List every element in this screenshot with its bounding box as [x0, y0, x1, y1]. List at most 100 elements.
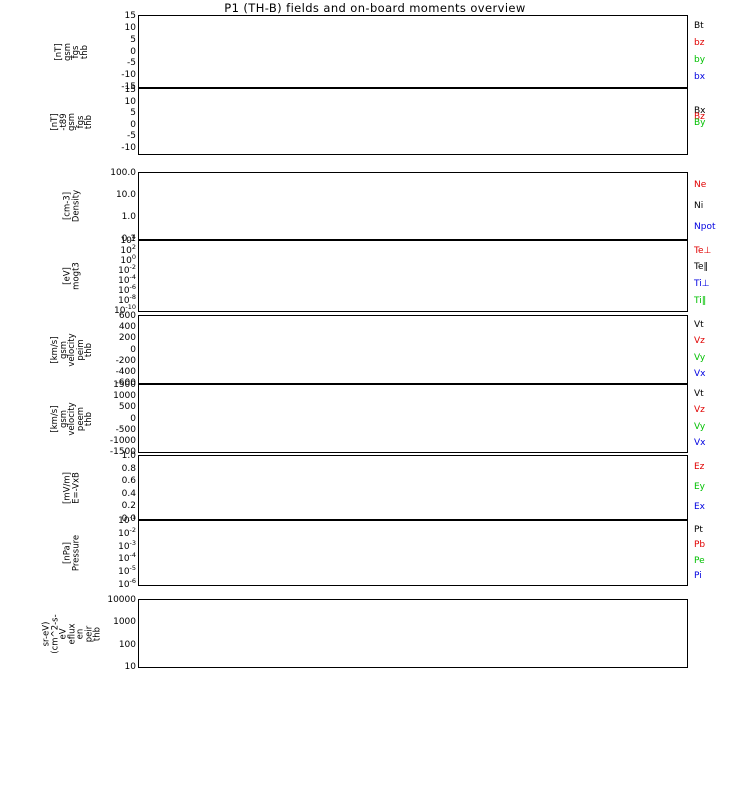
ytick-efield: 0.2 — [121, 501, 136, 512]
ytick-fgs-gsm: -15 — [121, 82, 136, 92]
panel-canvas-pressure — [139, 521, 687, 585]
legend-peem-velocity-vy: Vy — [694, 421, 706, 432]
ytick-fgs-gsm-t89: -10 — [121, 142, 136, 153]
legend-density-ne: Ne — [694, 179, 707, 190]
ytick-fgs-gsm-t89: 10 — [124, 96, 136, 107]
legend-pressure-pi: Pi — [694, 571, 702, 582]
panel-efield — [138, 455, 688, 520]
ylabel-line: Pressure — [71, 534, 81, 572]
legend-efield-ez: Ez — [694, 462, 705, 473]
ytick-peem-velocity: 1000 — [113, 391, 136, 402]
ytick-peim-velocity: -200 — [115, 355, 136, 366]
legend-peim-velocity-vt: Vt — [694, 320, 704, 331]
ytick-temperature: 10-4 — [118, 273, 136, 286]
panel-peir-spectrogram — [138, 599, 688, 668]
ytick-temperature: 10-6 — [118, 283, 136, 296]
ytick-peem-velocity: 0 — [130, 413, 136, 424]
legend-fgs-gsm-by: by — [694, 55, 706, 65]
ytick-pressure: 10-4 — [118, 551, 136, 565]
panel-canvas-peim-velocity — [139, 316, 687, 383]
panel-fgs-gsm — [138, 15, 688, 88]
ytick-fgs-gsm-t89: 15 — [124, 85, 136, 95]
ytick-peem-velocity: -1000 — [109, 435, 136, 446]
panel-canvas-fgs-gsm-t89 — [139, 89, 687, 154]
ytick-peem-velocity: -1500 — [109, 447, 136, 457]
ytick-peir-spectrogram: 1000 — [113, 617, 136, 628]
legend-pressure-pt: Pt — [694, 524, 703, 535]
ytick-density: 100.0 — [110, 168, 136, 178]
legend-peim-velocity-vx: Vx — [694, 368, 706, 379]
ylabel-efield: [mV/m] E=-VxB — [63, 471, 82, 504]
ytick-density: 1.0 — [121, 212, 136, 222]
panel-canvas-peir-spectrogram — [139, 600, 687, 667]
legend-peem-velocity-vt: Vt — [694, 389, 704, 400]
ytick-temperature: 10-2 — [118, 263, 136, 276]
legend-peim-velocity-vy: Vy — [694, 352, 706, 363]
ylabel-line: Density — [71, 189, 81, 223]
ytick-peir-spectrogram: 10000 — [107, 595, 136, 605]
legend-fgs-gsm-t89-by: By — [694, 118, 706, 128]
legend-fgs-gsm-t89-bx: Bx — [694, 106, 706, 116]
legend-fgs-gsm-t89-bz: Bz — [694, 112, 705, 122]
panel-fgs-gsm-t89 — [138, 88, 688, 155]
panel-canvas-fgs-gsm — [139, 16, 687, 87]
ytick-efield: 0.0 — [121, 514, 136, 524]
ytick-efield: 0.8 — [121, 463, 136, 474]
legend-pressure-pe: Pe — [694, 555, 705, 566]
panel-canvas-efield — [139, 456, 687, 519]
legend-temperature-te‖: Te‖ — [694, 262, 709, 273]
ytick-temperature: 100 — [120, 253, 136, 266]
panel-pressure — [138, 520, 688, 586]
legend-fgs-gsm-bz: bz — [694, 37, 705, 48]
ylabel-peim-velocity: [km/s] gsm velocity peim thb — [50, 333, 94, 366]
legend-peem-velocity-vx: Vx — [694, 437, 706, 448]
legend-pressure-pb: Pb — [694, 540, 706, 551]
panel-temperature — [138, 240, 688, 312]
ytick-pressure: 10-2 — [118, 525, 136, 539]
ytick-peir-spectrogram: 10 — [124, 662, 136, 672]
ytick-density: 0.1 — [121, 234, 136, 244]
ylabel-temperature: [eV] mogt3 — [63, 262, 82, 290]
ytick-pressure: 10-6 — [118, 577, 136, 590]
ytick-fgs-gsm: -10 — [121, 70, 136, 81]
ytick-fgs-gsm: 10 — [124, 22, 136, 33]
ytick-efield: 1.0 — [121, 451, 136, 461]
ytick-fgs-gsm-t89: -5 — [127, 131, 136, 142]
ytick-fgs-gsm: 5 — [130, 34, 136, 45]
ytick-peem-velocity: -500 — [115, 424, 136, 435]
legend-temperature-ti‖: Ti‖ — [694, 296, 707, 307]
ylabel-line: E=-VxB — [71, 471, 81, 504]
legend-temperature-te⊥: Te⊥ — [694, 245, 712, 256]
ylabel-density: [cm-3] Density — [63, 189, 82, 223]
ylabel-peem-velocity: [km/s] gsm velocity peem thb — [50, 402, 94, 435]
ytick-peem-velocity: 500 — [118, 402, 136, 413]
ytick-peim-velocity: -600 — [115, 378, 136, 388]
ytick-temperature: 104 — [120, 233, 136, 246]
legend-efield-ey: Ey — [694, 482, 706, 493]
legend-fgs-gsm-bt: Bt — [694, 20, 704, 31]
panel-canvas-temperature — [139, 241, 687, 311]
panel-canvas-density — [139, 173, 687, 239]
ylabel-line: mogt3 — [71, 262, 81, 290]
ytick-peim-velocity: 600 — [118, 311, 136, 321]
ytick-fgs-gsm: 15 — [124, 11, 136, 21]
ytick-peim-velocity: 400 — [118, 322, 136, 333]
ytick-pressure: 10-1 — [118, 513, 136, 526]
ylabel-fgs-gsm-t89: [nT] -t89 gsm fgs thb — [50, 112, 94, 130]
ytick-peim-velocity: -400 — [115, 366, 136, 377]
ytick-pressure: 10-3 — [118, 538, 136, 552]
panel-density — [138, 172, 688, 240]
ytick-efield: 0.4 — [121, 488, 136, 499]
ylabel-pressure: [nPa] Pressure — [63, 534, 82, 572]
ytick-temperature: 10-10 — [113, 303, 136, 316]
ytick-fgs-gsm-t89: 5 — [130, 108, 136, 118]
ytick-peim-velocity: 200 — [118, 333, 136, 344]
ytick-pressure: 10-5 — [118, 564, 136, 578]
ytick-peem-velocity: 1500 — [113, 380, 136, 390]
panel-peem-velocity — [138, 384, 688, 453]
legend-density-npot: Npot — [694, 221, 716, 232]
legend-peim-velocity-vz: Vz — [694, 336, 705, 347]
ytick-temperature: 10-8 — [118, 293, 136, 306]
ytick-fgs-gsm: 0 — [130, 46, 136, 57]
